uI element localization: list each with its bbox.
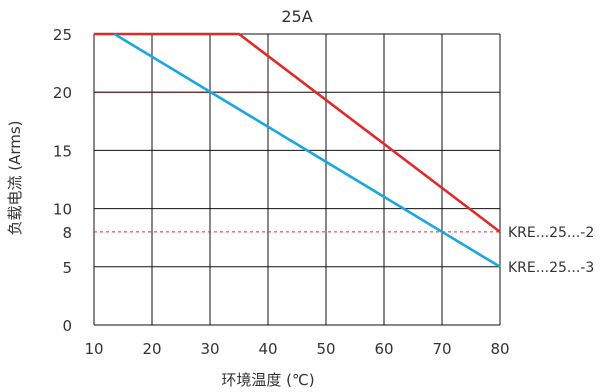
- x-axis-label: 环境温度 (℃): [221, 371, 314, 389]
- grid: [93, 33, 501, 326]
- y-tick-label: 8: [62, 224, 72, 242]
- x-tick-label: 80: [490, 340, 509, 358]
- series-label-1: KRE...25...-2: [508, 225, 594, 241]
- y-tick-labels: 0 5 10 15 20 25 8: [53, 26, 72, 335]
- x-tick-label: 60: [374, 340, 393, 358]
- x-tick-label: 10: [84, 340, 103, 358]
- series-line-1: [94, 32, 501, 233]
- x-tick-label: 20: [142, 340, 161, 358]
- series-label-2: KRE...25...-3: [508, 260, 594, 276]
- chart-title: 25A: [281, 7, 312, 26]
- y-tick-label: 25: [53, 26, 72, 44]
- y-tick-label: 10: [53, 201, 72, 219]
- x-tick-label: 30: [200, 340, 219, 358]
- x-tick-labels: 10 20 30 40 50 60 70 80: [84, 340, 509, 358]
- y-tick-label: 5: [62, 259, 72, 277]
- series-lines: [94, 32, 501, 268]
- x-tick-label: 70: [432, 340, 451, 358]
- y-tick-label: 20: [53, 84, 72, 102]
- series-labels: KRE...25...-2 KRE...25...-3: [508, 225, 594, 276]
- y-tick-label: 15: [53, 142, 72, 160]
- series-line-2: [113, 32, 501, 268]
- y-tick-label: 0: [62, 317, 72, 335]
- y-axis-label: 负载电流 (Arms): [6, 120, 24, 235]
- x-tick-label: 50: [316, 340, 335, 358]
- x-tick-label: 40: [258, 340, 277, 358]
